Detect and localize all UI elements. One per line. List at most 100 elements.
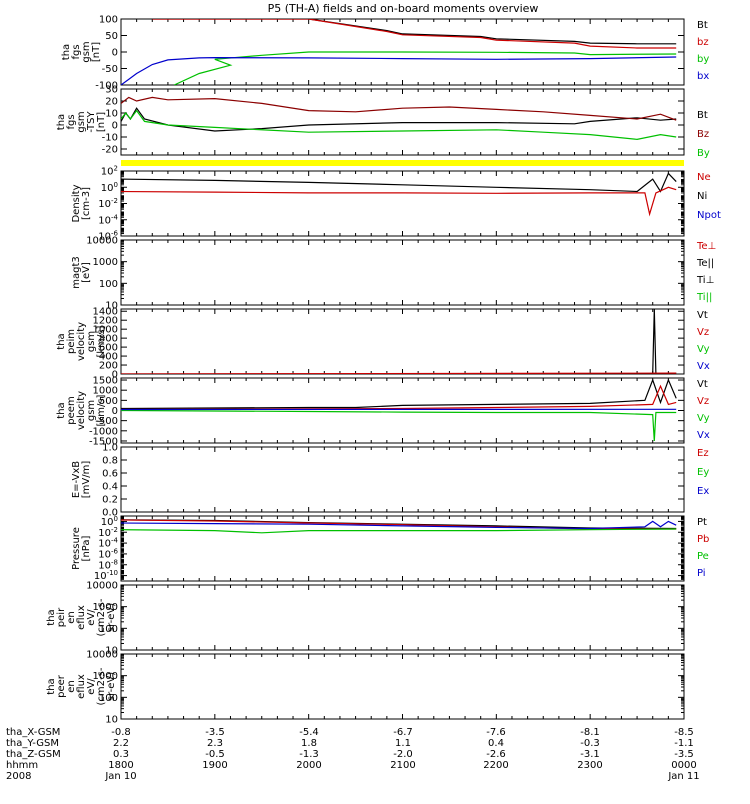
ephemeris-value: -3.5 xyxy=(205,727,225,738)
legend-vz: Vz xyxy=(697,327,709,338)
y-tick-label: 20 xyxy=(105,97,118,108)
y-tick-label: 0.4 xyxy=(102,482,118,493)
series-line-vt xyxy=(121,380,676,409)
ephemeris-value: Jan 10 xyxy=(104,771,136,782)
y-axis-label: [eV] xyxy=(81,262,92,283)
ephemeris-value: 1800 xyxy=(108,760,133,771)
legend-ti: Ti⊥ xyxy=(696,275,714,286)
series-line-ne xyxy=(121,187,676,214)
chart-title: P5 (TH-A) fields and on-board moments ov… xyxy=(268,2,539,15)
panel-frame xyxy=(121,585,684,650)
y-tick-label: 100 xyxy=(99,15,118,26)
ephemeris-value: -8.5 xyxy=(674,727,694,738)
y-tick-label: -20 xyxy=(102,145,118,156)
panel-frame xyxy=(121,240,684,305)
ephemeris-value: -1.3 xyxy=(299,749,319,760)
ephemeris-value: -0.3 xyxy=(580,738,600,749)
legend-by: by xyxy=(697,54,709,65)
series-line-bt xyxy=(152,19,676,44)
series-line-bx xyxy=(121,57,676,85)
y-tick-label: 0.2 xyxy=(102,495,118,506)
legend-bz: bz xyxy=(697,37,709,48)
legend-bz: Bz xyxy=(697,129,709,140)
y-axis-label: [nPa] xyxy=(81,535,92,561)
data-gap-bar xyxy=(121,160,684,166)
legend-pt: Pt xyxy=(697,517,707,528)
y-tick-label: 10 xyxy=(105,715,118,726)
y-axis-label: [km/s] xyxy=(96,325,107,357)
legend-ni: Ni xyxy=(697,191,707,202)
legend-bt: Bt xyxy=(697,110,708,121)
ephemeris-value: 1900 xyxy=(202,760,227,771)
y-tick-label: 1.0 xyxy=(102,443,118,454)
legend-by: By xyxy=(697,148,710,159)
ephemeris-value: 2100 xyxy=(390,760,415,771)
ephemeris-value: 2000 xyxy=(296,760,321,771)
series-line-vt xyxy=(121,309,676,374)
ephemeris-value: 0.3 xyxy=(113,749,129,760)
panel-frame xyxy=(121,654,684,719)
legend-pb: Pb xyxy=(697,534,709,545)
legend-ex: Ex xyxy=(697,486,709,497)
ephemeris-row-label: tha_X-GSM xyxy=(6,727,60,738)
legend-te: Te|| xyxy=(696,258,714,269)
y-axis-label: sr-eV) xyxy=(106,672,117,701)
ephemeris-value: 2.2 xyxy=(113,738,129,749)
ephemeris-value: Jan 11 xyxy=(667,771,699,782)
legend-pe: Pe xyxy=(697,551,709,562)
y-tick-label: 102 xyxy=(101,165,118,178)
y-tick-label: 10-2 xyxy=(98,197,118,210)
y-tick-label: 0 xyxy=(112,48,118,59)
y-tick-label: 0.8 xyxy=(102,456,118,467)
legend-bt: Bt xyxy=(697,20,708,31)
legend-vx: Vx xyxy=(697,430,710,441)
ephemeris-value: 2.3 xyxy=(207,738,223,749)
y-axis-label: [cm-3] xyxy=(81,187,92,220)
legend-te: Te⊥ xyxy=(696,241,716,252)
panel-frame xyxy=(121,447,684,512)
ephemeris-value: -0.8 xyxy=(111,727,131,738)
y-axis-label: [mV/m] xyxy=(81,461,92,499)
series-line-by xyxy=(121,111,676,140)
y-axis-label: [km/s] xyxy=(96,394,107,426)
y-tick-label: 100 xyxy=(101,181,118,194)
y-axis-label: sr-eV) xyxy=(106,603,117,632)
y-axis-label: [nT] xyxy=(96,112,107,132)
ephemeris-value: 0000 xyxy=(671,760,696,771)
series-line-ni xyxy=(121,173,676,191)
legend-vx: Vx xyxy=(697,361,710,372)
ephemeris-value: 2200 xyxy=(483,760,508,771)
legend-vy: Vy xyxy=(697,413,710,424)
y-tick-label: 1000 xyxy=(93,257,118,268)
y-tick-label: 10000 xyxy=(86,581,118,592)
legend-vz: Vz xyxy=(697,396,709,407)
series-line-pe xyxy=(121,529,676,533)
legend-npot: Npot xyxy=(697,210,721,221)
y-tick-label: -50 xyxy=(102,64,118,75)
ephemeris-value: -0.5 xyxy=(205,749,225,760)
series-line-bz xyxy=(121,97,676,120)
legend-bx: bx xyxy=(697,71,709,82)
y-tick-label: 100 xyxy=(99,279,118,290)
legend-vt: Vt xyxy=(697,379,708,390)
legend-vy: Vy xyxy=(697,344,710,355)
ephemeris-value: -3.1 xyxy=(580,749,600,760)
ephemeris-row-label: hhmm xyxy=(6,760,38,771)
ephemeris-value: -5.4 xyxy=(299,727,319,738)
y-tick-label: 10 xyxy=(105,109,118,120)
y-tick-label: 30 xyxy=(105,85,118,96)
ephemeris-value: -2.0 xyxy=(393,749,413,760)
y-tick-label: 10000 xyxy=(86,236,118,247)
legend-ti: Ti|| xyxy=(696,292,712,303)
legend-ne: Ne xyxy=(697,172,711,183)
y-tick-label: 10000 xyxy=(86,650,118,661)
series-line-vy xyxy=(121,411,676,442)
legend-pi: Pi xyxy=(697,568,706,579)
ephemeris-value: -7.6 xyxy=(486,727,506,738)
legend-vt: Vt xyxy=(697,310,708,321)
legend-ez: Ez xyxy=(697,448,709,459)
ephemeris-row-label: tha_Y-GSM xyxy=(6,738,59,749)
ephemeris-value: 0.4 xyxy=(488,738,504,749)
ephemeris-value: -3.5 xyxy=(674,749,694,760)
